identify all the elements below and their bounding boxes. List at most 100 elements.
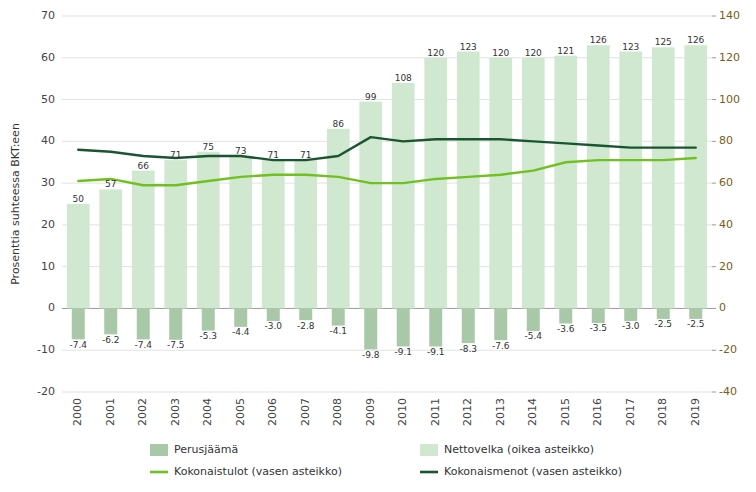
x-tick-label: 2014 — [526, 398, 539, 426]
y2-tick — [712, 350, 716, 351]
y-tick-label: 10 — [41, 260, 55, 273]
bar — [527, 308, 540, 331]
bar — [559, 308, 572, 323]
y2-tick — [712, 308, 716, 309]
bar — [587, 45, 610, 308]
data-label: 73 — [235, 146, 246, 156]
data-label: -4.4 — [232, 327, 250, 337]
bar — [132, 171, 155, 309]
x-tick-label: 2004 — [201, 398, 214, 426]
grid-line — [62, 392, 712, 393]
data-label: -2.5 — [654, 319, 672, 329]
data-label: -9.1 — [427, 347, 445, 357]
data-label: 126 — [687, 35, 704, 45]
bar — [462, 308, 475, 343]
legend-label: Perusjäämä — [174, 443, 238, 456]
data-label: -3.5 — [589, 323, 607, 333]
x-tick-label: 2017 — [624, 398, 637, 426]
data-label: 121 — [557, 46, 574, 56]
y2-tick-label: 40 — [719, 218, 733, 231]
bar — [652, 47, 675, 308]
bar — [104, 308, 117, 334]
data-label: -6.2 — [102, 335, 120, 345]
bar — [397, 308, 410, 346]
data-label: -5.3 — [199, 331, 217, 341]
data-label: -8.3 — [459, 344, 477, 354]
data-label: -2.8 — [297, 321, 315, 331]
bar — [359, 102, 382, 309]
y2-tick-label: 100 — [719, 93, 740, 106]
marks — [67, 45, 707, 349]
grid-line — [62, 141, 712, 142]
grid-line — [62, 308, 712, 309]
bar — [67, 204, 90, 308]
y-tick-label: 0 — [48, 301, 55, 314]
bar — [267, 308, 280, 321]
grid-line — [62, 57, 712, 58]
x-tick-label: 2011 — [429, 398, 442, 426]
y-tick-label: -20 — [37, 385, 55, 398]
data-label: -9.1 — [394, 347, 412, 357]
y-axis-label: Prosenttia suhteessa BKT:een — [9, 123, 22, 285]
chart-container: -20-10010203040506070-40-200204060801001… — [0, 0, 756, 492]
chart: -20-10010203040506070-40-200204060801001… — [0, 0, 756, 492]
x-tick-label: 2015 — [559, 398, 572, 426]
data-label: -7.6 — [492, 341, 510, 351]
x-tick-label: 2016 — [591, 398, 604, 426]
data-label: -3.0 — [264, 321, 282, 331]
data-label: -5.4 — [524, 331, 542, 341]
y2-tick-label: 60 — [719, 176, 733, 189]
data-label: 71 — [170, 150, 181, 160]
bar — [429, 308, 442, 346]
bar — [494, 308, 507, 340]
data-label: 123 — [460, 42, 477, 52]
bar — [262, 160, 285, 308]
line — [78, 137, 696, 160]
bar — [522, 58, 545, 309]
y2-tick-label: 20 — [719, 260, 733, 273]
y2-tick — [712, 392, 716, 393]
data-label: 126 — [590, 35, 607, 45]
bar — [657, 308, 670, 318]
x-tick-label: 2007 — [299, 398, 312, 426]
bar — [164, 160, 187, 308]
y2-tick-label: 140 — [719, 9, 740, 22]
x-tick-label: 2010 — [396, 398, 409, 426]
y2-tick — [712, 266, 716, 267]
bar — [684, 45, 707, 308]
bar — [99, 189, 122, 308]
bar — [424, 58, 447, 309]
y-tick-label: 30 — [41, 176, 55, 189]
x-tick-label: 2002 — [136, 398, 149, 426]
y2-tick-label: 80 — [719, 134, 733, 147]
line — [78, 158, 696, 185]
y2-tick-label: -20 — [719, 343, 737, 356]
y2-tick — [712, 57, 716, 58]
data-label: 71 — [268, 150, 279, 160]
y-tick-label: 20 — [41, 218, 55, 231]
bar — [202, 308, 215, 330]
data-label: -7.4 — [69, 340, 87, 350]
data-label: 75 — [203, 142, 214, 152]
bar — [332, 308, 345, 325]
y2-tick — [712, 141, 716, 142]
data-label: 66 — [138, 161, 150, 171]
data-label: 125 — [655, 37, 672, 47]
y2-tick-label: 120 — [719, 51, 740, 64]
y-tick-label: 50 — [41, 93, 55, 106]
data-label: 120 — [427, 48, 444, 58]
legend-swatch — [150, 471, 168, 474]
bar — [457, 52, 480, 309]
grid-line — [62, 16, 712, 17]
legend: PerusjäämäNettovelka (oikea asteikko)Kok… — [150, 443, 622, 478]
x-tick-label: 2005 — [234, 398, 247, 426]
grid — [62, 16, 712, 392]
data-label: -3.6 — [557, 324, 575, 334]
legend-label: Nettovelka (oikea asteikko) — [444, 443, 594, 456]
y-tick-label: 40 — [41, 134, 55, 147]
data-label: 99 — [365, 92, 377, 102]
x-tick-label: 2019 — [689, 398, 702, 426]
bar — [554, 56, 577, 309]
bar — [169, 308, 182, 339]
data-label: -7.5 — [167, 340, 185, 350]
